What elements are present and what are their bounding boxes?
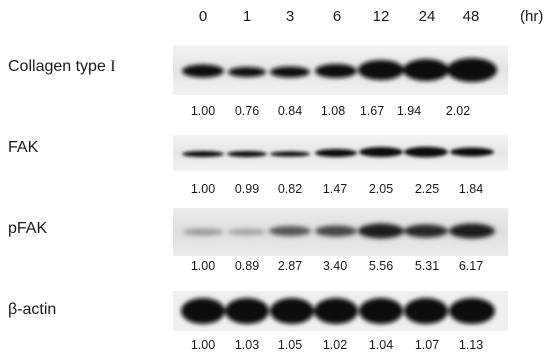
value-beta-actin-48: 1.13 (458, 338, 484, 352)
band-fak-3 (270, 151, 310, 157)
band-fak-6 (315, 149, 357, 157)
value-pfak-48: 6.17 (458, 259, 484, 273)
value-collagen-48: 2.02 (445, 104, 471, 118)
band-collagen-0 (182, 64, 224, 78)
band-pfak-12 (358, 223, 404, 239)
band-fak-24 (404, 146, 448, 158)
value-collagen-0: 1.00 (190, 104, 216, 118)
band-beta-actin-24 (404, 298, 448, 324)
time-unit-label: (hr) (520, 8, 544, 25)
value-fak-48: 1.84 (458, 182, 484, 196)
value-fak-12: 2.05 (368, 182, 394, 196)
time-label-1: 1 (242, 8, 252, 25)
value-pfak-0: 1.00 (190, 259, 216, 273)
band-beta-actin-48 (449, 298, 495, 324)
band-pfak-24 (404, 224, 448, 238)
value-collagen-1: 0.76 (234, 104, 260, 118)
value-pfak-24: 5.31 (414, 259, 440, 273)
blot-fak (173, 135, 508, 171)
band-fak-48 (450, 147, 494, 157)
value-pfak-12: 5.56 (368, 259, 394, 273)
time-label-3: 3 (285, 8, 295, 25)
band-fak-12 (359, 147, 403, 157)
value-collagen-12: 1.67 (359, 104, 385, 118)
band-collagen-12 (358, 60, 404, 80)
value-fak-3: 0.82 (277, 182, 303, 196)
band-beta-actin-1 (225, 298, 269, 324)
time-label-12: 12 (372, 8, 390, 25)
value-beta-actin-12: 1.04 (368, 338, 394, 352)
value-pfak-1: 0.89 (234, 259, 260, 273)
time-label-6: 6 (332, 8, 342, 25)
value-fak-6: 1.47 (322, 182, 348, 196)
band-collagen-48 (447, 58, 497, 82)
time-label-0: 0 (198, 8, 208, 25)
row-label-collagen-roman: I (110, 58, 116, 75)
time-label-24: 24 (418, 8, 436, 25)
value-collagen-3: 0.84 (277, 104, 303, 118)
band-collagen-1 (228, 67, 266, 77)
row-label-collagen: Collagen type I (8, 58, 116, 76)
value-beta-actin-1: 1.03 (234, 338, 260, 352)
band-beta-actin-3 (270, 298, 314, 324)
value-beta-actin-3: 1.05 (277, 338, 303, 352)
band-beta-actin-12 (359, 298, 403, 324)
value-fak-24: 2.25 (414, 182, 440, 196)
band-collagen-24 (403, 59, 449, 81)
band-collagen-3 (270, 66, 310, 78)
band-beta-actin-0 (181, 298, 225, 324)
value-fak-0: 1.00 (190, 182, 216, 196)
value-beta-actin-0: 1.00 (190, 338, 216, 352)
band-beta-actin-6 (314, 298, 358, 324)
band-fak-1 (227, 151, 267, 157)
band-pfak-0 (183, 228, 223, 236)
band-pfak-3 (269, 226, 311, 236)
value-collagen-6: 1.08 (320, 104, 346, 118)
band-fak-0 (182, 151, 224, 157)
value-pfak-6: 3.40 (322, 259, 348, 273)
value-pfak-3: 2.87 (277, 259, 303, 273)
row-label-beta-actin: β-actin (8, 301, 57, 318)
value-collagen-24: 1.94 (396, 104, 422, 118)
band-pfak-48 (449, 223, 495, 239)
row-label-fak: FAK (8, 139, 39, 156)
row-label-pfak: pFAK (8, 220, 48, 237)
row-label-collagen-prefix: Collagen type (8, 58, 111, 75)
value-fak-1: 0.99 (234, 182, 260, 196)
band-collagen-6 (315, 64, 357, 78)
value-beta-actin-24: 1.07 (414, 338, 440, 352)
blot-collagen (173, 45, 508, 95)
time-label-48: 48 (462, 8, 480, 25)
band-pfak-1 (228, 228, 266, 236)
blot-beta-actin (173, 291, 508, 331)
blot-pfak (173, 208, 508, 256)
band-pfak-6 (315, 225, 357, 237)
value-beta-actin-6: 1.02 (322, 338, 348, 352)
